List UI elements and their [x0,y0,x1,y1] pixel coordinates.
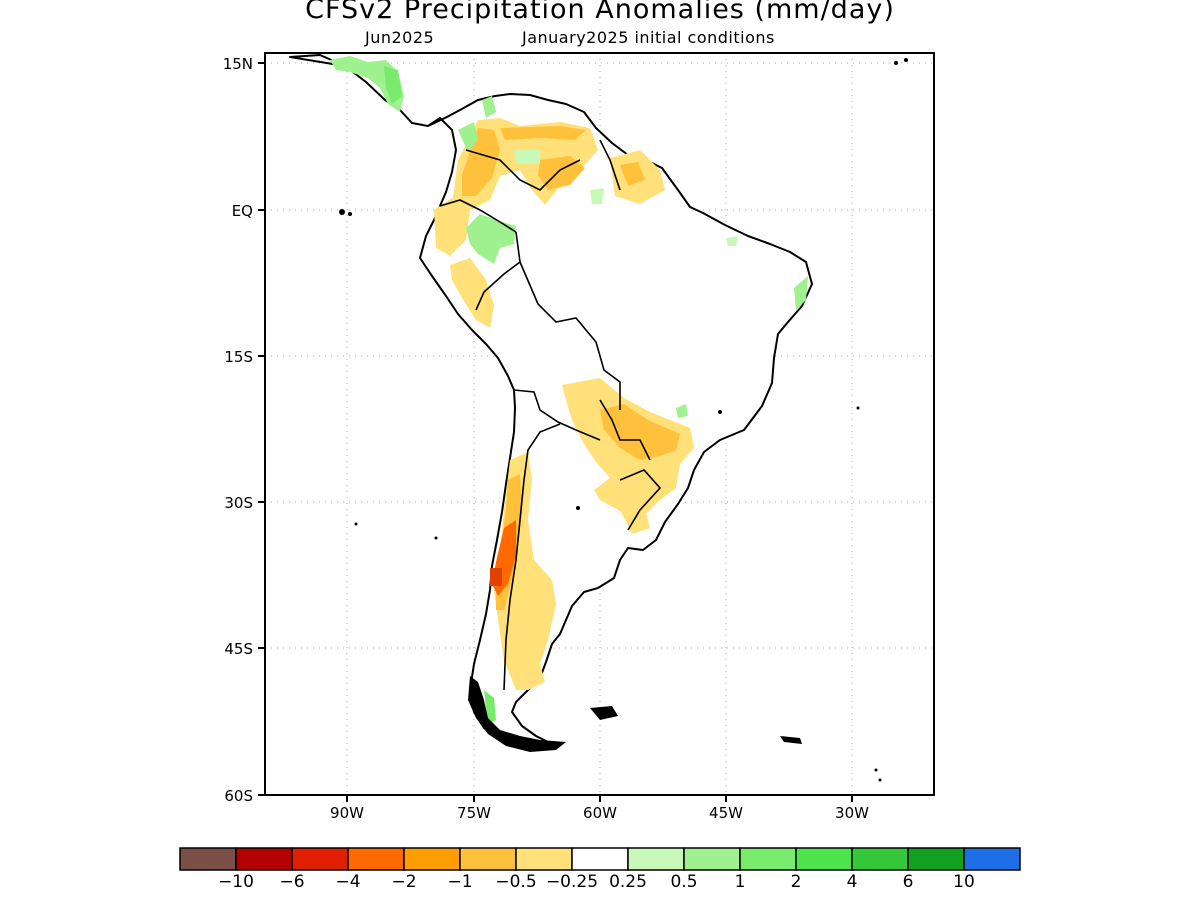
legend-swatch [571,847,629,871]
legend-label: −0.25 [546,872,598,892]
legend-swatch [459,847,517,871]
legend-label: −0.5 [495,872,536,892]
lat-label-eq: EQ [232,202,253,220]
lon-label-30w: 30W [835,804,869,822]
legend-swatch [739,847,797,871]
legend-label: 0.25 [609,872,647,892]
legend-swatch [179,847,237,871]
tick-marks [258,62,853,802]
legend-label: 2 [791,872,802,892]
legend-swatch [683,847,741,871]
chart-title: CFSv2 Precipitation Anomalies (mm/day) [305,0,895,25]
lat-label-30s: 30S [224,494,253,512]
country-borders [439,139,662,691]
legend-swatch [347,847,405,871]
legend-label: −2 [391,872,416,892]
legend-swatch [795,847,853,871]
continent-outline [289,54,813,751]
legend-label: 6 [903,872,914,892]
legend-label: 10 [953,872,975,892]
legend-swatch [851,847,909,871]
forecast-month: Jun2025 [365,28,435,47]
legend-label: −1 [447,872,472,892]
legend-swatch [907,847,965,871]
islands [339,58,908,782]
legend-swatch [963,847,1021,871]
lon-label-45w: 45W [709,804,743,822]
legend-label: −4 [335,872,360,892]
legend-label: 1 [735,872,746,892]
legend-swatch [235,847,293,871]
legend-swatch [291,847,349,871]
lon-label-75w: 75W [457,804,491,822]
legend-label: −10 [218,872,254,892]
legend-swatch [627,847,685,871]
lon-label-90w: 90W [330,804,364,822]
lat-label-15s: 15S [224,348,253,366]
legend-label: −6 [279,872,304,892]
legend-label: 0.5 [670,872,697,892]
lat-label-60s: 60S [224,787,253,805]
initial-conditions: January2025 initial conditions [522,28,775,47]
legend-label: 4 [847,872,858,892]
lat-label-45s: 45S [224,640,253,658]
color-legend: −10 −6 −4 −2 −1 −0.5 −0.25 0.25 0.5 1 2 4 6 10 [179,847,1021,892]
wet-anomalies [330,56,808,724]
legend-swatch [403,847,461,871]
lon-label-60w: 60W [583,804,617,822]
legend-swatch [515,847,573,871]
lat-label-15n: 15N [223,55,253,73]
